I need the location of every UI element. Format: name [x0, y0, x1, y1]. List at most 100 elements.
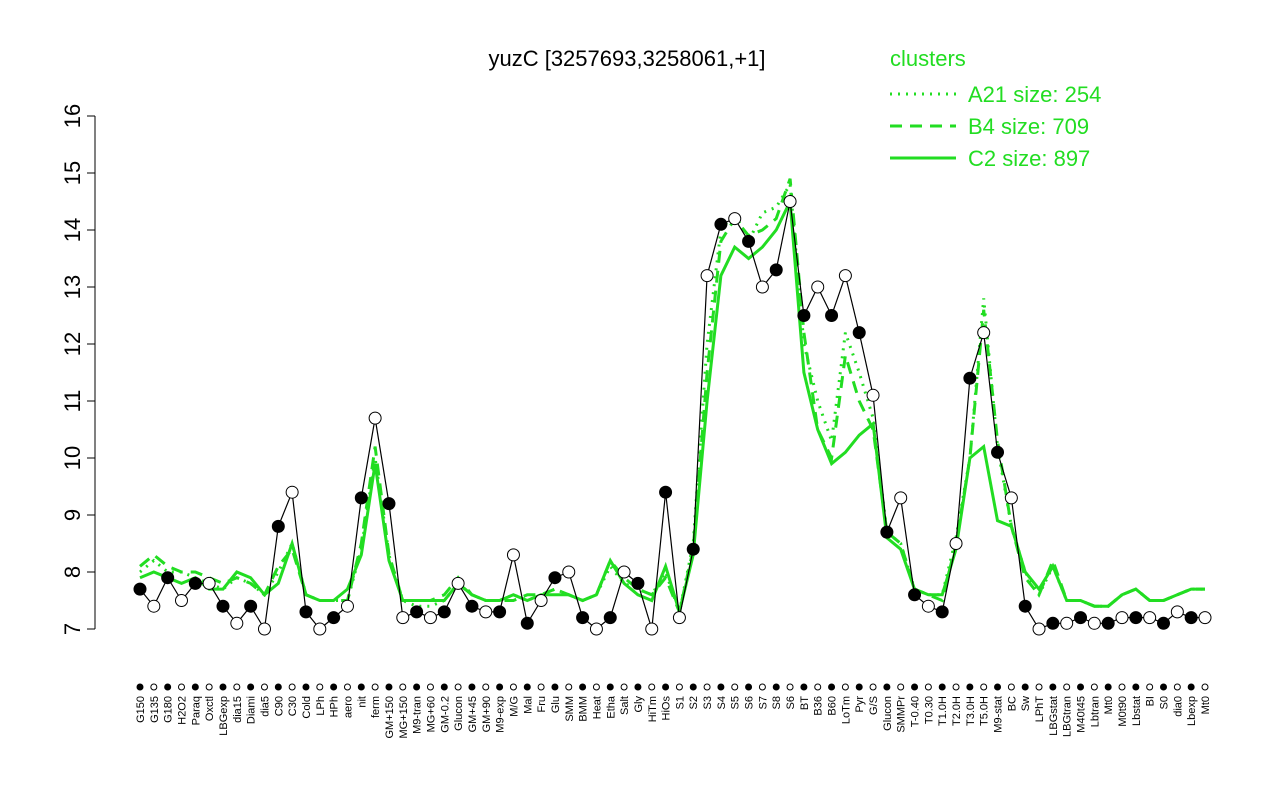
- x-tick-label: ferm: [370, 696, 382, 718]
- point: [659, 485, 673, 499]
- x-tick-label: nit: [356, 696, 368, 708]
- x-tick-label: SMM: [564, 696, 576, 722]
- x-tick-label: T3.0H: [965, 696, 977, 726]
- point: [1087, 616, 1101, 630]
- chart-title: yuzC [3257693,3258061,+1]: [488, 46, 765, 71]
- cluster-line: [139, 179, 1205, 618]
- rug-dot: [399, 683, 407, 691]
- rug-dot: [482, 683, 490, 691]
- y-tick-label: 10: [60, 446, 85, 470]
- point: [451, 576, 465, 590]
- point: [1184, 611, 1198, 625]
- point: [479, 605, 493, 619]
- x-tick-label: HiOs: [661, 696, 673, 721]
- rug-dot: [1104, 683, 1112, 691]
- rug-dot: [634, 683, 642, 691]
- point: [1143, 611, 1157, 625]
- x-tick-label: S8: [771, 696, 783, 709]
- point: [285, 485, 299, 499]
- rug-dot: [966, 683, 974, 691]
- rug-dot: [717, 683, 725, 691]
- point: [299, 605, 313, 619]
- point: [465, 599, 479, 613]
- x-tick-label: GM+150: [384, 696, 396, 739]
- x-tick-label: G/S: [868, 696, 880, 715]
- rug-dot: [689, 683, 697, 691]
- point: [1060, 616, 1074, 630]
- x-tick-label: G135: [149, 696, 161, 723]
- rug-dot: [509, 683, 517, 691]
- x-tick-label: LoTm: [840, 696, 852, 724]
- point: [1004, 491, 1018, 505]
- rug-dot: [662, 683, 670, 691]
- rug-dot: [288, 683, 296, 691]
- y-tick-label: 15: [60, 161, 85, 185]
- point: [133, 582, 147, 596]
- point: [949, 537, 963, 550]
- x-tick-label: Lbtran: [1089, 696, 1101, 727]
- point: [562, 565, 576, 579]
- rug-dot: [454, 683, 462, 691]
- rug-dot: [938, 683, 946, 691]
- rug-dot: [828, 683, 836, 691]
- point: [520, 616, 534, 630]
- x-tick-label: S4: [716, 696, 728, 709]
- x-tick-label: Cold: [301, 696, 313, 719]
- x-tick-label: LBGstat: [1048, 696, 1060, 736]
- point: [935, 605, 949, 619]
- x-tick-label: M0t90: [1117, 696, 1129, 727]
- rug-dot: [164, 683, 172, 691]
- x-tick-label: aero: [342, 696, 354, 718]
- point: [700, 269, 714, 283]
- point: [423, 611, 437, 625]
- rug-dot: [413, 683, 421, 691]
- rug-dot: [869, 683, 877, 691]
- rug-dot: [343, 683, 351, 691]
- rug-dot: [994, 683, 1002, 691]
- cluster-line: [139, 195, 1205, 618]
- x-tick-label: G150: [135, 696, 147, 723]
- point: [894, 491, 908, 505]
- point: [783, 195, 797, 208]
- point: [825, 309, 839, 322]
- x-tick-label: HiTm: [647, 696, 659, 722]
- point: [631, 576, 645, 590]
- point: [396, 611, 410, 625]
- x-tick-label: Paraq: [190, 696, 202, 725]
- point: [811, 280, 825, 294]
- x-tick-label: Glucon: [453, 696, 465, 731]
- rug-dot: [551, 683, 559, 691]
- x-tick-label: Lbexp: [1186, 696, 1198, 726]
- point: [769, 263, 783, 277]
- x-tick-label: S7: [757, 696, 769, 709]
- x-tick-label: S5: [730, 696, 742, 709]
- rug-dot: [924, 683, 932, 691]
- rug-dot: [620, 683, 628, 691]
- x-tick-label: Glu: [550, 696, 562, 713]
- rug-dot: [1201, 683, 1209, 691]
- rug-dot: [1118, 683, 1126, 691]
- rug-dot: [565, 683, 573, 691]
- point: [188, 576, 202, 590]
- point: [1129, 611, 1143, 625]
- rug-dot: [316, 683, 324, 691]
- point: [493, 605, 507, 619]
- rug-dot: [648, 683, 656, 691]
- rug-dot: [786, 683, 794, 691]
- x-tick-label: Sw: [1020, 696, 1032, 711]
- rug-dot: [150, 683, 158, 691]
- rug-dot: [1063, 683, 1071, 691]
- rug-dot: [274, 683, 282, 691]
- point: [1157, 616, 1171, 630]
- rug-dot: [302, 683, 310, 691]
- point: [202, 576, 216, 590]
- x-tick-label: S0: [1159, 696, 1171, 709]
- point: [880, 525, 894, 539]
- point: [216, 599, 230, 613]
- point: [589, 622, 603, 636]
- rug-dot: [841, 683, 849, 691]
- rug-dot: [745, 683, 753, 691]
- point: [728, 212, 742, 226]
- rug-dot: [952, 683, 960, 691]
